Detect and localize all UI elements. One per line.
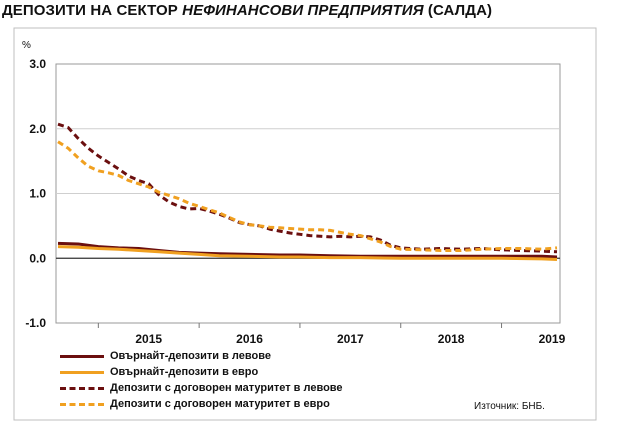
x-tick-label: 2017 (337, 332, 364, 346)
x-tick-label: 2018 (438, 332, 465, 346)
x-tick-label: 2016 (236, 332, 263, 346)
title-part-2: НЕФИНАНСОВИ ПРЕДПРИЯТИЯ (182, 2, 424, 19)
legend-label-term-eur: Депозити с договорен матуритет в евро (110, 398, 330, 410)
legend-item-term-bgn: Депозити с договорен матуритет в левове (60, 380, 343, 396)
legend-item-overnight-eur: Овърнайт-депозити в евро (60, 364, 343, 380)
legend-label-term-bgn: Депозити с договорен матуритет в левове (110, 382, 343, 394)
x-tick-label: 2015 (135, 332, 162, 346)
title-part-3: (САЛДА) (423, 2, 493, 19)
y-tick-label: 2.0 (29, 122, 46, 136)
chart-frame (13, 27, 597, 421)
y-tick-label: 3.0 (29, 57, 46, 71)
y-tick-label: -1.0 (25, 316, 46, 330)
y-unit-label: % (22, 40, 31, 51)
legend-item-term-eur: Депозити с договорен матуритет в евро (60, 396, 343, 412)
y-tick-label: 1.0 (29, 187, 46, 201)
series-line-1 (57, 245, 558, 261)
legend-swatch-term-eur (60, 402, 104, 406)
source-note: Източник: БНБ. (474, 401, 545, 412)
series-line-2 (57, 122, 558, 254)
x-tick-label: 2019 (539, 332, 566, 346)
y-tick-label: 0.0 (29, 251, 46, 265)
legend-swatch-overnight-bgn (60, 354, 104, 358)
title-part-1: ДЕПОЗИТИ НА СЕКТОР (2, 2, 183, 19)
plot-area: 3.0 2.0 1.0 0.0 -1.0% 2015 2016 2017 2018 2019 (22, 40, 566, 346)
legend-item-overnight-bgn: Овърнайт-депозити в левове (60, 348, 343, 364)
legend-label-overnight-bgn: Овърнайт-депозити в левове (110, 350, 271, 362)
legend-label-overnight-eur: Овърнайт-депозити в евро (110, 366, 259, 378)
legend: Овърнайт-депозити в левове Овърнайт-депо… (60, 348, 343, 412)
series-line-3 (57, 140, 558, 252)
legend-swatch-overnight-eur (60, 370, 104, 374)
legend-swatch-term-bgn (60, 386, 104, 390)
chart-title: ДЕПОЗИТИ НА СЕКТОР НЕФИНАНСОВИ ПРЕДПРИЯТ… (2, 2, 492, 19)
